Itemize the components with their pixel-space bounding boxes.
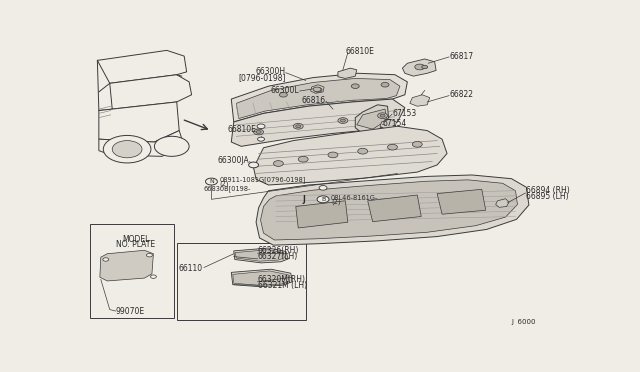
Polygon shape [367, 195, 421, 222]
Text: 66817: 66817 [449, 52, 474, 61]
Circle shape [388, 144, 397, 150]
Circle shape [351, 84, 359, 89]
Circle shape [280, 93, 287, 97]
Text: 66326(RH): 66326(RH) [257, 246, 299, 255]
Circle shape [380, 114, 385, 117]
Text: B: B [321, 197, 325, 202]
Text: MODEL: MODEL [122, 235, 150, 244]
Text: J  6000: J 6000 [511, 320, 536, 326]
Circle shape [381, 83, 389, 87]
Circle shape [150, 275, 156, 278]
Text: 66810E: 66810E [227, 125, 256, 134]
Text: 66320M(RH): 66320M(RH) [257, 275, 305, 284]
Text: 66810E: 66810E [346, 47, 374, 56]
Text: 66300H: 66300H [256, 67, 286, 76]
Text: [0796-0198]: [0796-0198] [238, 73, 286, 82]
Circle shape [328, 152, 338, 158]
Polygon shape [495, 199, 509, 207]
Circle shape [422, 65, 428, 69]
Circle shape [338, 118, 348, 124]
Polygon shape [403, 59, 436, 76]
Polygon shape [110, 75, 191, 109]
Circle shape [257, 137, 264, 141]
Text: 66816: 66816 [301, 96, 326, 105]
Circle shape [293, 124, 303, 129]
Text: 66300L: 66300L [271, 86, 300, 95]
Circle shape [205, 178, 218, 185]
Text: 66327(LH): 66327(LH) [257, 252, 298, 261]
Circle shape [298, 156, 308, 162]
Circle shape [256, 131, 261, 134]
Circle shape [273, 161, 284, 166]
Polygon shape [380, 119, 396, 129]
Text: (2): (2) [220, 180, 229, 187]
Circle shape [147, 253, 152, 257]
Circle shape [415, 64, 425, 70]
Circle shape [248, 162, 259, 168]
Polygon shape [231, 73, 408, 122]
Text: 08L46-8161G-: 08L46-8161G- [331, 195, 378, 201]
Polygon shape [99, 131, 184, 156]
Polygon shape [236, 78, 400, 119]
Text: 66822: 66822 [449, 90, 474, 99]
Circle shape [319, 186, 327, 190]
Text: NO. PLATE: NO. PLATE [116, 240, 155, 249]
Polygon shape [260, 180, 518, 240]
Bar [177, 243, 306, 320]
Circle shape [314, 87, 322, 92]
Text: 67153: 67153 [392, 109, 417, 118]
Circle shape [296, 125, 301, 128]
Circle shape [412, 141, 422, 147]
Bar [90, 224, 174, 318]
Polygon shape [100, 250, 154, 281]
Text: 99070E: 99070E [116, 307, 145, 315]
Text: 08911-1081G[0796-0198]: 08911-1081G[0796-0198] [220, 176, 307, 183]
Circle shape [103, 135, 151, 163]
Circle shape [313, 87, 321, 92]
Text: 66300JA: 66300JA [218, 156, 250, 165]
Polygon shape [234, 248, 288, 263]
Circle shape [112, 141, 142, 158]
Text: J: J [303, 195, 306, 204]
Text: 66110: 66110 [179, 264, 202, 273]
Polygon shape [99, 102, 179, 142]
Polygon shape [236, 250, 284, 261]
Polygon shape [310, 85, 324, 93]
Polygon shape [231, 269, 292, 287]
Text: 66895 (LH): 66895 (LH) [527, 192, 569, 201]
Polygon shape [253, 126, 447, 185]
Polygon shape [97, 50, 187, 83]
Circle shape [154, 136, 189, 156]
Polygon shape [338, 68, 356, 78]
Text: 66830B[0198-: 66830B[0198- [203, 185, 250, 192]
Polygon shape [296, 201, 348, 228]
Text: (2): (2) [331, 198, 340, 205]
Text: 66321M (LH): 66321M (LH) [257, 281, 307, 290]
Polygon shape [231, 99, 405, 146]
Polygon shape [410, 95, 429, 106]
Polygon shape [233, 271, 289, 285]
Polygon shape [256, 175, 529, 245]
Text: 66894 (RH): 66894 (RH) [527, 186, 570, 195]
Polygon shape [355, 105, 388, 134]
Circle shape [317, 196, 329, 203]
Circle shape [103, 258, 109, 261]
Circle shape [340, 119, 346, 122]
Text: 67154: 67154 [383, 119, 407, 128]
Circle shape [257, 124, 265, 129]
Circle shape [253, 129, 264, 135]
Polygon shape [437, 189, 486, 214]
Circle shape [358, 148, 367, 154]
Text: N: N [209, 179, 214, 184]
Polygon shape [356, 109, 387, 129]
Circle shape [378, 113, 388, 119]
